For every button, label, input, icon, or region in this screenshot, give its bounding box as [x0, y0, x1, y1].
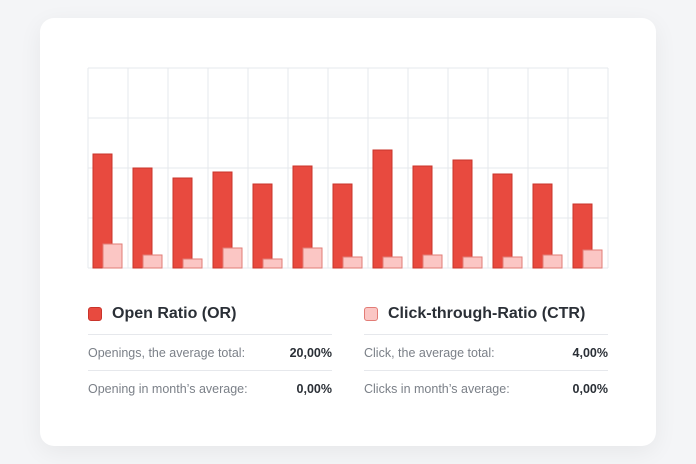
bar-open-ratio — [252, 183, 273, 269]
stat-label: Clicks in month’s average: — [364, 381, 510, 396]
bar-ctr — [382, 256, 403, 269]
stat-value: 4,00% — [572, 345, 608, 360]
legend-title: Click-through-Ratio (CTR) — [388, 305, 586, 322]
legend-open-ratio: Open Ratio (OR) Openings, the average to… — [88, 300, 332, 406]
ctr-swatch — [364, 307, 378, 321]
legend-header: Open Ratio (OR) — [88, 300, 332, 335]
bar-ctr — [102, 243, 123, 269]
bar-ctr — [182, 258, 203, 269]
bar-ctr — [542, 254, 563, 269]
bar-ctr — [502, 256, 523, 269]
legend-title: Open Ratio (OR) — [112, 305, 237, 322]
bar-open-ratio — [332, 183, 353, 269]
bar-open-ratio — [492, 173, 513, 269]
bar-ctr — [582, 249, 603, 269]
bar-ctr — [222, 247, 243, 269]
legend-ctr: Click-through-Ratio (CTR) Click, the ave… — [364, 300, 608, 406]
stat-row: Openings, the average total: 20,00% — [88, 335, 332, 371]
stat-row: Clicks in month’s average: 0,00% — [364, 371, 608, 406]
bar-ctr — [262, 258, 283, 269]
stat-row: Click, the average total: 4,00% — [364, 335, 608, 371]
bar-ctr — [462, 256, 483, 269]
legend-header: Click-through-Ratio (CTR) — [364, 300, 608, 335]
stat-value: 0,00% — [296, 381, 332, 396]
bar-chart — [87, 67, 609, 269]
bar-open-ratio — [132, 167, 153, 269]
stat-label: Click, the average total: — [364, 345, 495, 360]
bar-open-ratio — [412, 165, 433, 269]
bar-open-ratio — [452, 159, 473, 269]
stat-label: Opening in month’s average: — [88, 381, 248, 396]
stat-value: 0,00% — [572, 381, 608, 396]
bar-open-ratio — [172, 177, 193, 269]
stat-value: 20,00% — [289, 345, 332, 360]
bar-ctr — [422, 254, 443, 269]
bar-ctr — [302, 247, 323, 269]
open-ratio-swatch — [88, 307, 102, 321]
bar-ctr — [142, 254, 163, 269]
stat-label: Openings, the average total: — [88, 345, 246, 360]
bar-ctr — [342, 256, 363, 269]
stats-card: Open Ratio (OR) Openings, the average to… — [40, 18, 656, 446]
stat-row: Opening in month’s average: 0,00% — [88, 371, 332, 406]
bar-open-ratio — [372, 149, 393, 269]
